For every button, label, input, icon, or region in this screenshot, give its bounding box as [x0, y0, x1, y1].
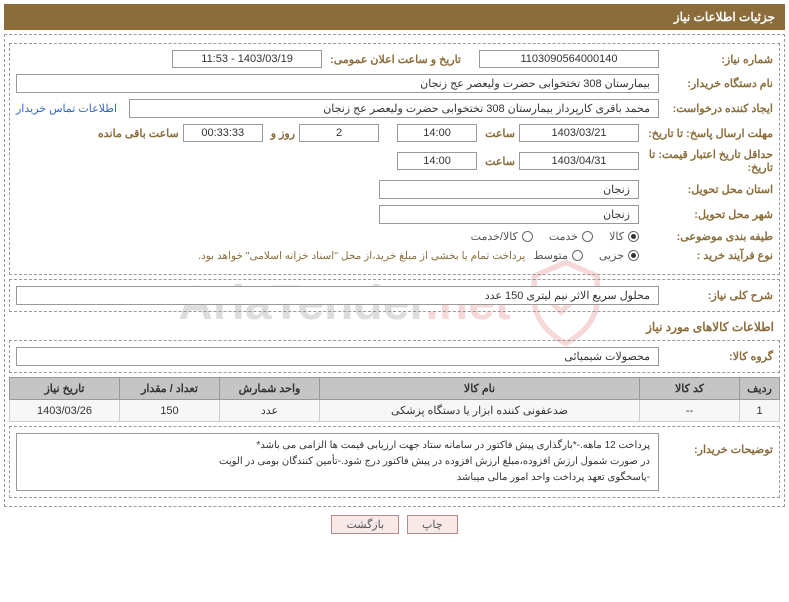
- label-province: استان محل تحویل:: [643, 183, 773, 196]
- label-process-type: نوع فرآیند خرید :: [643, 249, 773, 262]
- td-qty: 150: [120, 400, 220, 422]
- label-deadline-time: ساعت: [481, 127, 515, 140]
- field-deadline-date: 1403/03/21: [519, 124, 639, 142]
- td-name: ضدعفونی کننده ابزار یا دستگاه پزشکی: [320, 400, 640, 422]
- label-remain: ساعت باقی مانده: [94, 127, 179, 140]
- label-need-desc: شرح کلی نیاز:: [663, 289, 773, 302]
- print-button[interactable]: چاپ: [407, 515, 458, 534]
- label-goods-group: گروه کالا:: [663, 350, 773, 363]
- field-validity-date: 1403/04/31: [519, 152, 639, 170]
- radio-medium[interactable]: متوسط: [533, 249, 583, 262]
- page-title: جزئیات اطلاعات نیاز: [674, 10, 775, 24]
- row-category: طیفه بندی موضوعی: کالا خدمت کالا/خدمت: [16, 230, 773, 243]
- radio-service[interactable]: خدمت: [549, 230, 593, 243]
- radio-icon: [582, 231, 593, 242]
- td-unit: عدد: [220, 400, 320, 422]
- field-buyer-org: بیمارستان 308 تختخوابی حضرت ولیعصر عج زن…: [16, 74, 659, 93]
- th-index: ردیف: [740, 378, 780, 400]
- row-need-desc: شرح کلی نیاز: محلول سریع الاثر نیم لیتری…: [16, 286, 773, 305]
- section-description: شرح کلی نیاز: محلول سریع الاثر نیم لیتری…: [9, 279, 780, 312]
- section-goods-group: گروه کالا: محصولات شیمیائی: [9, 340, 780, 373]
- th-unit: واحد شمارش: [220, 378, 320, 400]
- back-button[interactable]: بازگشت: [331, 515, 399, 534]
- row-buyer-notes: توضیحات خریدار: پرداخت 12 ماهه.-*بارگذار…: [16, 433, 773, 491]
- row-validity: حداقل تاریخ اعتبار قیمت: تا تاریخ: 1403/…: [16, 148, 773, 174]
- table-header-row: ردیف کد کالا نام کالا واحد شمارش تعداد /…: [10, 378, 780, 400]
- label-need-number: شماره نیاز:: [663, 53, 773, 66]
- section-goods-title: اطلاعات کالاهای مورد نیاز: [15, 320, 774, 334]
- field-province: زنجان: [379, 180, 639, 199]
- page-header: جزئیات اطلاعات نیاز: [4, 4, 785, 30]
- row-deadline: مهلت ارسال پاسخ: تا تاریخ: 1403/03/21 سا…: [16, 124, 773, 142]
- link-buyer-contact[interactable]: اطلاعات تماس خریدار: [16, 102, 125, 115]
- main-container: شماره نیاز: 1103090564000140 تاریخ و ساع…: [4, 34, 785, 507]
- note-treasury: پرداخت تمام یا بخشی از مبلغ خرید،از محل …: [198, 250, 529, 262]
- section-info: شماره نیاز: 1103090564000140 تاریخ و ساع…: [9, 43, 780, 275]
- field-validity-time: 14:00: [397, 152, 477, 170]
- label-requester: ایجاد کننده درخواست:: [663, 102, 773, 115]
- goods-table: ردیف کد کالا نام کالا واحد شمارش تعداد /…: [9, 377, 780, 422]
- field-goods-group: محصولات شیمیائی: [16, 347, 659, 366]
- row-requester: ایجاد کننده درخواست: محمد باقری کارپرداز…: [16, 99, 773, 118]
- label-validity-time: ساعت: [481, 155, 515, 168]
- footer-buttons: چاپ بازگشت: [0, 511, 789, 538]
- td-code: --: [640, 400, 740, 422]
- radio-icon: [522, 231, 533, 242]
- field-buyer-notes: پرداخت 12 ماهه.-*بارگذاری پیش فاکتور در …: [16, 433, 659, 491]
- note-line-3: -پاسخگوی تعهد پرداخت واحد امور مالی میبا…: [25, 470, 650, 486]
- table-row: 1 -- ضدعفونی کننده ابزار یا دستگاه پزشکی…: [10, 400, 780, 422]
- row-buyer-org: نام دستگاه خریدار: بیمارستان 308 تختخواب…: [16, 74, 773, 93]
- th-date: تاریخ نیاز: [10, 378, 120, 400]
- label-days: روز و: [267, 127, 295, 140]
- row-goods-group: گروه کالا: محصولات شیمیائی: [16, 347, 773, 366]
- field-need-desc: محلول سریع الاثر نیم لیتری 150 عدد: [16, 286, 659, 305]
- row-city: شهر محل تحویل: زنجان: [16, 205, 773, 224]
- th-code: کد کالا: [640, 378, 740, 400]
- radio-icon: [628, 250, 639, 261]
- field-days-remain: 2: [299, 124, 379, 142]
- label-city: شهر محل تحویل:: [643, 208, 773, 221]
- th-qty: تعداد / مقدار: [120, 378, 220, 400]
- radio-icon: [628, 231, 639, 242]
- label-deadline: مهلت ارسال پاسخ: تا تاریخ:: [643, 127, 773, 140]
- note-line-2: در صورت شمول ارزش افزوده،مبلغ ارزش افزود…: [25, 454, 650, 470]
- field-city: زنجان: [379, 205, 639, 224]
- field-announce-datetime: 1403/03/19 - 11:53: [172, 50, 322, 68]
- note-line-1: پرداخت 12 ماهه.-*بارگذاری پیش فاکتور در …: [25, 438, 650, 454]
- field-need-number: 1103090564000140: [479, 50, 659, 68]
- th-name: نام کالا: [320, 378, 640, 400]
- radio-icon: [572, 250, 583, 261]
- row-province: استان محل تحویل: زنجان: [16, 180, 773, 199]
- td-index: 1: [740, 400, 780, 422]
- td-date: 1403/03/26: [10, 400, 120, 422]
- label-buyer-org: نام دستگاه خریدار:: [663, 77, 773, 90]
- row-process-type: نوع فرآیند خرید : جزیی متوسط پرداخت تمام…: [16, 249, 773, 262]
- radio-goods[interactable]: کالا: [609, 230, 639, 243]
- field-countdown: 00:33:33: [183, 124, 263, 142]
- label-buyer-notes: توضیحات خریدار:: [663, 433, 773, 456]
- radios-category: کالا خدمت کالا/خدمت: [471, 230, 639, 243]
- row-need-number: شماره نیاز: 1103090564000140 تاریخ و ساع…: [16, 50, 773, 68]
- field-requester: محمد باقری کارپرداز بیمارستان 308 تختخوا…: [129, 99, 659, 118]
- field-deadline-time: 14:00: [397, 124, 477, 142]
- label-category: طیفه بندی موضوعی:: [643, 230, 773, 243]
- radio-goods-service[interactable]: کالا/خدمت: [471, 230, 533, 243]
- label-validity: حداقل تاریخ اعتبار قیمت: تا تاریخ:: [643, 148, 773, 174]
- radios-process: جزیی متوسط: [533, 249, 639, 262]
- label-announce-datetime: تاریخ و ساعت اعلان عمومی:: [326, 53, 461, 66]
- radio-minor[interactable]: جزیی: [599, 249, 639, 262]
- section-buyer-notes: توضیحات خریدار: پرداخت 12 ماهه.-*بارگذار…: [9, 426, 780, 498]
